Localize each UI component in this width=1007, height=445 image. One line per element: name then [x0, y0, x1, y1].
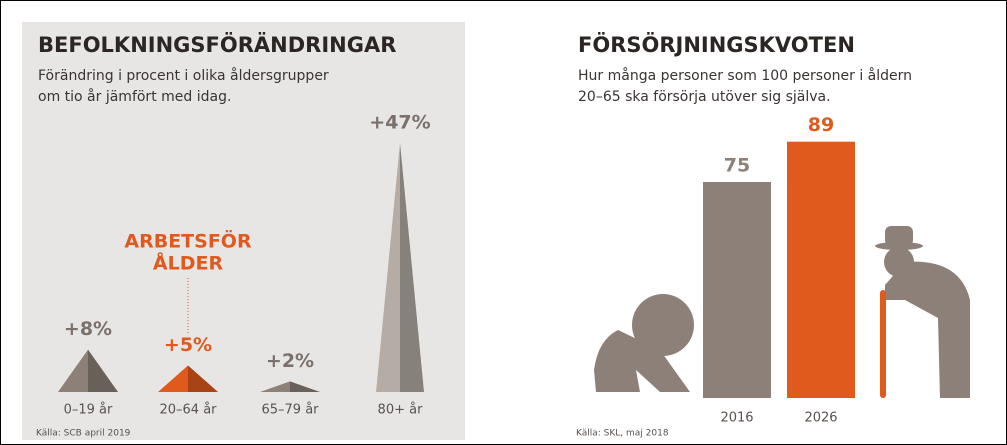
pyramid	[158, 365, 218, 392]
bar	[787, 141, 855, 398]
value-label: +2%	[266, 350, 314, 372]
value-label: +47%	[369, 111, 430, 133]
source: Källa: SCB april 2019	[36, 429, 131, 439]
elderly-icon	[875, 226, 970, 398]
pyramid-shade	[188, 365, 218, 392]
value-label: +5%	[164, 334, 212, 356]
subtitle: Förändring i procent i olika åldersgrupp…	[38, 67, 329, 84]
pyramid-shade	[400, 142, 424, 392]
x-tick-label: 20–64 år	[159, 403, 217, 418]
x-tick-label: 80+ år	[378, 403, 424, 418]
pyramid	[376, 142, 424, 392]
x-tick-label: 0–19 år	[64, 403, 113, 418]
pyramid	[260, 381, 320, 392]
x-tick-label: 65–79 år	[261, 403, 319, 418]
subtitle: om tio år jämfört med idag.	[38, 88, 231, 105]
subtitle: 20–65 ska försörja utöver sig själva.	[578, 89, 831, 105]
pyramid	[58, 349, 118, 392]
left-chart: BEFOLKNINGSFÖRÄNDRINGAR Förändring i proc…	[36, 32, 431, 439]
pyramid-shade	[290, 381, 320, 392]
value-label: 75	[724, 155, 750, 177]
subtitle: Hur många personer som 100 personer i ål…	[578, 67, 912, 84]
annotation: ARBETSFÖR	[124, 229, 252, 253]
value-label: 89	[808, 114, 834, 136]
x-tick-label: 2026	[804, 411, 837, 426]
right-chart: FÖRSÖRJNINGSKVOTEN Hur många personer som…	[576, 32, 970, 439]
chart-title: FÖRSÖRJNINGSKVOTEN	[578, 32, 855, 57]
bar	[703, 182, 771, 398]
baby-icon	[594, 294, 694, 392]
chart-title: BEFOLKNINGSFÖRÄNDRINGAR	[38, 32, 396, 57]
pyramid-shade	[88, 349, 118, 392]
value-label: +8%	[64, 318, 112, 340]
annotation: ÅLDER	[153, 251, 224, 275]
x-tick-label: 2016	[720, 411, 753, 426]
source: Källa: SKL, maj 2018	[576, 429, 669, 439]
